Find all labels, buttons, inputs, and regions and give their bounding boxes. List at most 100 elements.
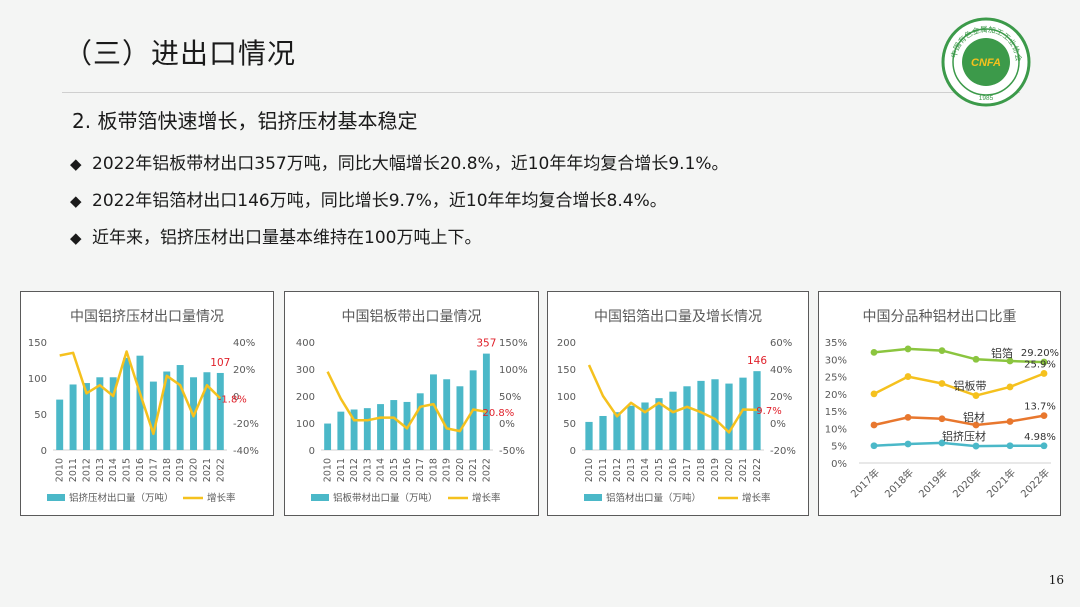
bar xyxy=(725,383,733,450)
series-point xyxy=(1040,442,1048,450)
x-tick-label: 2017 xyxy=(148,458,159,482)
bar xyxy=(377,404,384,450)
x-tick-label: 2021 xyxy=(738,458,749,482)
y-left-tick-label: 100 xyxy=(296,419,315,430)
y-right-tick-label: 50% xyxy=(499,392,521,403)
bar xyxy=(482,353,490,450)
bullet-text: 2022年铝板带材出口357万吨，同比大幅增长20.8%，近10年年均复合增长9… xyxy=(92,154,729,174)
legend-bar-swatch xyxy=(584,494,602,501)
chart-title: 中国分品种铝材出口比重 xyxy=(863,309,1017,325)
y-left-tick-label: 0 xyxy=(570,446,576,457)
x-tick-label: 2018 xyxy=(162,458,173,482)
bar xyxy=(739,377,747,450)
series-point xyxy=(1006,418,1014,425)
bar xyxy=(669,391,677,450)
bullet-text: 2022年铝箔材出口146万吨，同比增长9.7%，近10年年均复合增长8.4%。 xyxy=(92,191,667,211)
y-left-tick-label: 150 xyxy=(557,365,576,376)
x-tick-label: 2018年 xyxy=(882,466,916,500)
x-tick-label: 2016 xyxy=(668,458,679,482)
series-point xyxy=(870,442,878,450)
bar xyxy=(456,386,464,450)
growth-rate-line xyxy=(587,364,758,434)
y-tick-label: 20% xyxy=(825,390,847,401)
x-tick-label: 2014 xyxy=(108,458,119,482)
x-tick-label: 2018 xyxy=(428,458,439,482)
x-tick-label: 2010 xyxy=(55,458,66,482)
series-point xyxy=(1006,357,1014,365)
x-tick-label: 2013 xyxy=(95,458,106,482)
y-tick-label: 30% xyxy=(825,355,847,366)
bar xyxy=(599,415,607,450)
y-right-tick-label: -40% xyxy=(233,446,259,457)
line-data-label: 20.8% xyxy=(482,408,514,419)
y-left-tick-label: 0 xyxy=(41,446,47,457)
chart-card-plate-strip: 中国铝板带出口量情况 0 100 200 300 400 -50% 0% 50% 100% 150%… xyxy=(284,291,539,516)
y-left-tick-label: 50 xyxy=(34,410,47,421)
bar xyxy=(216,372,224,450)
x-tick-label: 2020 xyxy=(724,458,735,482)
bar xyxy=(163,371,171,450)
series-point xyxy=(1040,358,1048,366)
bar xyxy=(585,421,593,450)
bar-data-label: 357 xyxy=(476,338,496,350)
y-right-tick-label: 100% xyxy=(499,365,528,376)
bar xyxy=(337,411,345,450)
x-tick-label: 2017 xyxy=(682,458,693,482)
chart-card-share: 中国分品种铝材出口比重 0% 5% 10% 15% 20% 25% 30% 35% 铝箔 29.20… xyxy=(818,291,1061,516)
x-tick-label: 2021年 xyxy=(984,466,1018,500)
x-tick-label: 2020 xyxy=(455,458,466,482)
x-tick-label: 2021 xyxy=(202,458,213,482)
x-tick-label: 2016 xyxy=(135,458,146,482)
legend-bar-label: 铝挤压材出口量（万吨） xyxy=(69,492,174,504)
plate-strip-export-chart: 中国铝板带出口量情况 0 100 200 300 400 -50% 0% 50% 100% 150%… xyxy=(296,309,528,504)
x-tick-label: 2012 xyxy=(612,458,623,482)
x-tick-label: 2015 xyxy=(389,458,400,482)
y-right-tick-label: 20% xyxy=(770,392,792,403)
x-tick-label: 2016 xyxy=(402,458,413,482)
y-right-tick-label: -50% xyxy=(499,446,525,457)
y-tick-label: 10% xyxy=(825,424,847,435)
series-point xyxy=(870,348,878,356)
bar xyxy=(711,379,719,450)
growth-rate-line xyxy=(326,371,487,433)
x-tick-label: 2019 xyxy=(442,458,453,482)
x-tick-label: 2022 xyxy=(481,458,492,482)
bar-data-label: 146 xyxy=(747,355,767,367)
series-end-label: 25.9% xyxy=(1024,359,1056,370)
x-tick-label: 2019 xyxy=(175,458,186,482)
bar xyxy=(416,393,424,450)
x-tick-label: 2011 xyxy=(598,458,609,482)
bar xyxy=(655,398,663,450)
diamond-bullet-icon: ◆ xyxy=(70,192,82,210)
x-tick-label: 2013 xyxy=(362,458,373,482)
series-name-label: 铝板带 xyxy=(954,379,987,393)
growth-rate-line xyxy=(59,350,222,436)
x-tick-label: 2011 xyxy=(68,458,79,482)
bullet-text: 近年来，铝挤压材出口量基本维持在100万吨上下。 xyxy=(92,228,482,248)
y-right-tick-label: -20% xyxy=(770,446,796,457)
series-name-label: 铝材 xyxy=(963,410,985,424)
y-right-tick-label: -20% xyxy=(233,419,259,430)
section-subtitle: 2. 板带箔快速增长，铝挤压材基本稳定 xyxy=(72,109,418,133)
series-point xyxy=(1040,370,1048,377)
x-tick-label: 2011 xyxy=(336,458,347,482)
x-tick-label: 2014 xyxy=(640,458,651,482)
chart-title: 中国铝挤压材出口量情况 xyxy=(70,309,224,325)
series-end-label: 13.7% xyxy=(1024,402,1056,413)
bar xyxy=(363,408,371,450)
legend-bar-label: 铝板带材出口量（万吨） xyxy=(333,492,438,504)
product-share-chart: 中国分品种铝材出口比重 0% 5% 10% 15% 20% 25% 30% 35% 铝箔 29.20… xyxy=(825,309,1059,500)
series-point xyxy=(938,347,946,355)
chart-card-extrusion: 中国铝挤压材出口量情况 0 50 100 150 -40% -20% 0 20% 40% 2010 2… xyxy=(20,291,274,516)
series-name-label: 铝箔 xyxy=(991,346,1013,360)
slide-title: （三）进出口情况 xyxy=(64,37,297,70)
y-tick-label: 15% xyxy=(825,407,847,418)
bar xyxy=(56,399,64,450)
bar xyxy=(109,377,117,450)
logo-year: 1985 xyxy=(979,95,994,102)
y-left-tick-label: 100 xyxy=(28,374,47,385)
x-tick-label: 2021 xyxy=(468,458,479,482)
bar xyxy=(697,380,705,450)
y-tick-label: 5% xyxy=(831,442,847,453)
bar xyxy=(753,371,761,450)
